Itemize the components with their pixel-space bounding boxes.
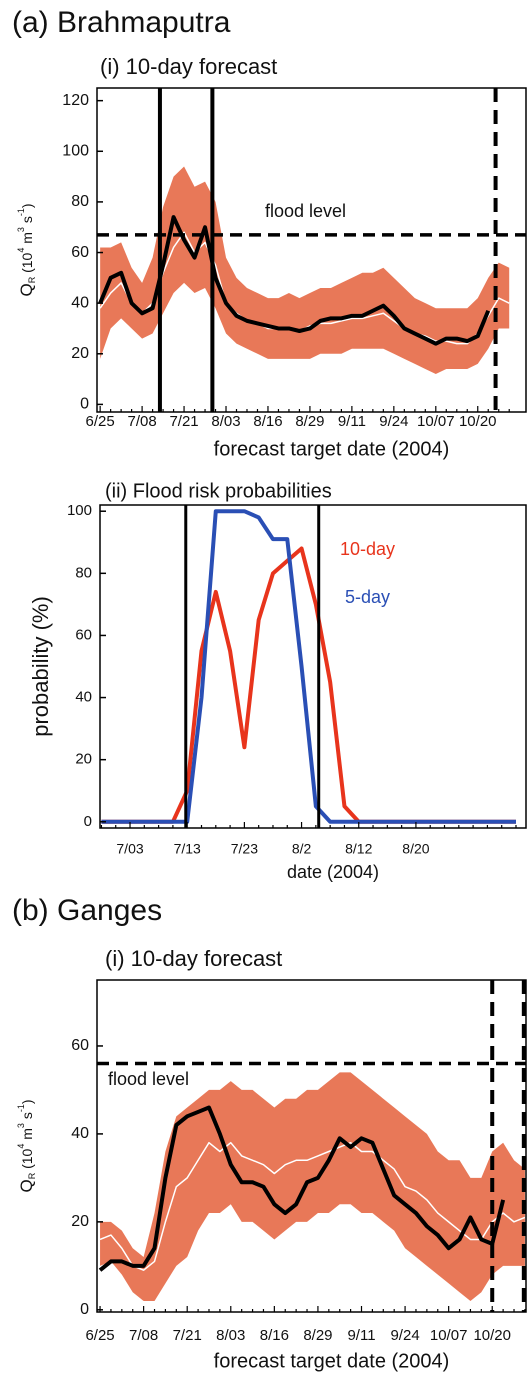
x-tick-label: 9/24 — [379, 413, 408, 430]
y-label-unit: ) — [19, 203, 35, 208]
y-tick-label: 100 — [67, 502, 92, 519]
y-tick-label: 20 — [71, 1213, 89, 1230]
y-label-unit: (10 — [19, 1148, 35, 1172]
y-label-superscript: 3 — [16, 227, 26, 232]
y-tick-label: 40 — [71, 1125, 89, 1142]
x-axis-label: forecast target date (2004) — [214, 1350, 450, 1372]
series-line — [98, 1105, 506, 1272]
legend-label: 10-day — [340, 539, 395, 559]
flood-level-label: flood level — [108, 1069, 189, 1089]
y-tick-label: 60 — [75, 626, 92, 643]
y-label-unit: m — [19, 1128, 35, 1144]
y-label-superscript: 4 — [16, 1144, 26, 1149]
x-axis-label: date (2004) — [287, 862, 379, 882]
x-tick-label: 10/07 — [430, 1327, 468, 1344]
y-axis-label: probability (%) — [28, 596, 53, 737]
plot-frame — [96, 87, 527, 413]
y-tick-label: 120 — [62, 92, 89, 109]
y-tick-label: 0 — [80, 1301, 89, 1318]
x-tick-label: 6/25 — [85, 1327, 114, 1344]
x-tick-label: 9/11 — [347, 1327, 375, 1344]
plot-area — [101, 505, 516, 828]
x-tick-label: 7/03 — [116, 841, 143, 857]
flood-level-label: flood level — [265, 201, 346, 221]
y-tick-label: 100 — [62, 143, 89, 160]
x-tick-label: 9/11 — [338, 413, 366, 430]
x-tick-label: 8/16 — [253, 413, 282, 430]
ensemble-band — [100, 166, 510, 375]
y-label-superscript: -1 — [16, 208, 26, 216]
series-line — [101, 509, 516, 824]
x-tick-label: 8/29 — [295, 413, 324, 430]
x-tick-label: 7/13 — [174, 841, 201, 857]
chart-title: (i) 10-day forecast — [105, 946, 282, 971]
y-tick-label: 20 — [71, 345, 89, 362]
plot-area — [97, 88, 526, 412]
y-label-subscript: R — [27, 276, 37, 283]
x-tick-label: 8/03 — [216, 1327, 245, 1344]
x-tick-label: 10/20 — [473, 1327, 511, 1344]
y-tick-label: 60 — [71, 1037, 89, 1054]
series-line — [98, 215, 491, 346]
x-tick-label: 10/20 — [459, 413, 497, 430]
panel-title: (b) Ganges — [12, 894, 162, 927]
y-label-unit: (10 — [19, 252, 35, 276]
y-tick-label: 0 — [84, 813, 92, 830]
y-tick-label: 40 — [71, 294, 89, 311]
y-label-unit: m — [19, 232, 35, 248]
y-label-symbol: Q — [17, 283, 36, 296]
x-axis-label: forecast target date (2004) — [214, 438, 450, 460]
y-axis-label: QR (104 m3 s-1) — [16, 1099, 37, 1192]
plot-frame — [96, 979, 527, 1313]
x-tick-label: 7/08 — [128, 413, 157, 430]
x-tick-label: 7/21 — [169, 413, 198, 430]
y-tick-label: 80 — [71, 193, 89, 210]
chart-title: (ii) Flood risk probabilities — [105, 480, 332, 502]
series-line — [99, 1141, 526, 1271]
x-tick-label: 8/03 — [211, 413, 240, 430]
y-tick-label: 40 — [75, 689, 92, 706]
y-tick-label: 60 — [71, 244, 89, 261]
y-label-unit: ) — [19, 1099, 35, 1104]
x-tick-label: 8/20 — [402, 841, 429, 857]
y-axis-label: QR (104 m3 s-1) — [16, 203, 37, 296]
y-tick-label: 0 — [80, 396, 89, 413]
y-label-unit: s — [19, 1112, 35, 1123]
legend-label: 5-day — [345, 587, 390, 607]
x-tick-label: 7/21 — [173, 1327, 202, 1344]
y-label-unit: s — [19, 216, 35, 227]
x-tick-label: 10/07 — [417, 413, 455, 430]
plot-area — [97, 980, 526, 1312]
x-tick-label: 7/08 — [129, 1327, 158, 1344]
y-tick-label: 20 — [75, 751, 92, 768]
x-tick-label: 7/23 — [231, 841, 258, 857]
y-label-symbol: Q — [17, 1179, 36, 1192]
y-label-superscript: -1 — [16, 1104, 26, 1112]
x-tick-label: 8/12 — [345, 841, 372, 857]
x-tick-label: 6/25 — [86, 413, 115, 430]
panel-title: (a) Brahmaputra — [12, 6, 231, 39]
plot-frame — [99, 504, 527, 829]
x-tick-label: 8/2 — [292, 841, 312, 857]
x-tick-label: 9/24 — [390, 1327, 419, 1344]
y-tick-label: 80 — [75, 564, 92, 581]
series-line — [101, 546, 516, 824]
y-label-superscript: 4 — [16, 248, 26, 253]
y-label-subscript: R — [27, 1172, 37, 1179]
x-tick-label: 8/29 — [303, 1327, 332, 1344]
chart-title: (i) 10-day forecast — [100, 54, 277, 79]
x-tick-label: 8/16 — [260, 1327, 289, 1344]
ensemble-band — [100, 1072, 525, 1302]
y-label-superscript: 3 — [16, 1123, 26, 1128]
